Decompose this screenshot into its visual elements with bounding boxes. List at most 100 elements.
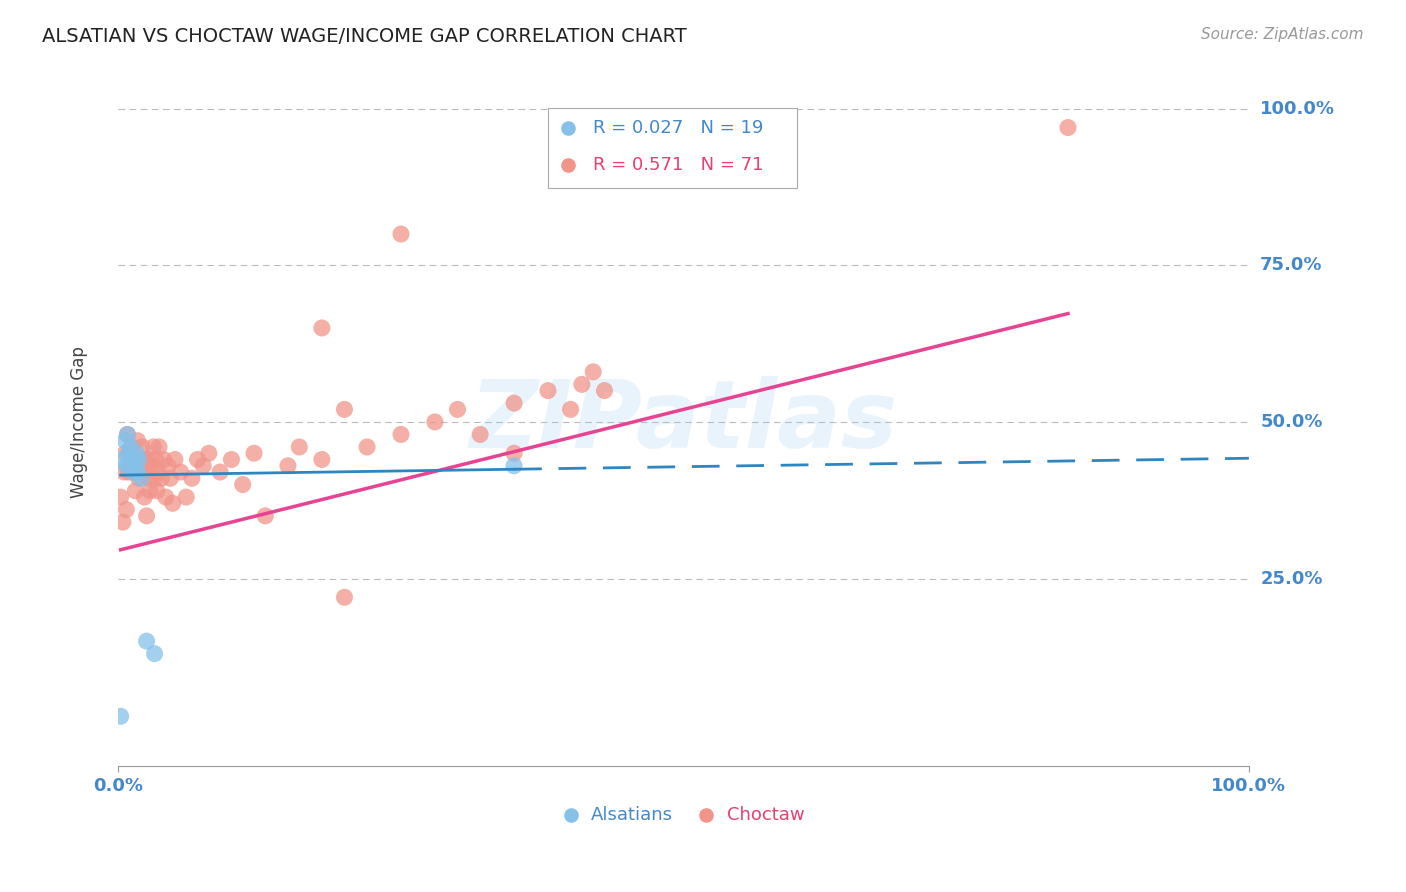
Point — [114, 434, 136, 448]
Point — [114, 446, 136, 460]
Point — [127, 465, 149, 479]
Point — [503, 458, 526, 473]
Point — [129, 471, 152, 485]
Point — [163, 452, 186, 467]
Bar — [548, 109, 797, 187]
Point — [111, 452, 134, 467]
Point — [141, 458, 163, 473]
Text: Source: ZipAtlas.com: Source: ZipAtlas.com — [1201, 27, 1364, 42]
Point — [152, 452, 174, 467]
Point — [115, 458, 138, 473]
Point — [159, 471, 181, 485]
Point — [389, 427, 412, 442]
Point — [695, 772, 717, 786]
Point — [121, 440, 143, 454]
Point — [122, 465, 145, 479]
Text: R = 0.571   N = 71: R = 0.571 N = 71 — [593, 156, 763, 174]
Point — [125, 458, 148, 473]
Point — [174, 490, 197, 504]
Text: ZIPatlas: ZIPatlas — [470, 376, 897, 468]
Point — [143, 471, 166, 485]
Point — [117, 427, 139, 442]
Point — [131, 440, 153, 454]
Point — [112, 465, 135, 479]
Point — [162, 496, 184, 510]
Point — [132, 452, 155, 467]
Point — [288, 440, 311, 454]
Point — [125, 446, 148, 460]
Point — [582, 365, 605, 379]
Point — [560, 402, 582, 417]
Point — [134, 490, 156, 504]
Point — [122, 452, 145, 467]
Point — [333, 591, 356, 605]
Point — [557, 147, 579, 161]
Point — [389, 227, 412, 241]
Point — [186, 452, 208, 467]
Point — [135, 634, 157, 648]
Text: Wage/Income Gap: Wage/Income Gap — [70, 346, 87, 498]
Point — [136, 452, 159, 467]
Text: 25.0%: 25.0% — [1260, 569, 1323, 588]
Point — [243, 446, 266, 460]
Point — [121, 452, 143, 467]
Text: Alsatians: Alsatians — [591, 805, 673, 823]
Point — [120, 440, 142, 454]
Point — [356, 440, 378, 454]
Point — [571, 377, 593, 392]
Text: 100.0%: 100.0% — [1260, 100, 1336, 118]
Point — [180, 471, 202, 485]
Point — [169, 465, 191, 479]
Point — [446, 402, 468, 417]
Point — [503, 396, 526, 410]
Point — [557, 181, 579, 195]
Point — [209, 465, 232, 479]
Point — [122, 452, 145, 467]
Point — [155, 490, 177, 504]
Point — [122, 465, 145, 479]
Point — [117, 465, 139, 479]
Point — [1057, 120, 1080, 135]
Point — [191, 458, 214, 473]
Point — [117, 427, 139, 442]
Point — [254, 508, 277, 523]
Point — [138, 471, 160, 485]
Point — [118, 446, 141, 460]
Point — [128, 452, 150, 467]
Point — [537, 384, 560, 398]
Text: ALSATIAN VS CHOCTAW WAGE/INCOME GAP CORRELATION CHART: ALSATIAN VS CHOCTAW WAGE/INCOME GAP CORR… — [42, 27, 688, 45]
Point — [111, 515, 134, 529]
Point — [110, 709, 132, 723]
Point — [146, 465, 169, 479]
Point — [423, 415, 446, 429]
Point — [142, 440, 165, 454]
Point — [146, 483, 169, 498]
Point — [117, 446, 139, 460]
Point — [128, 471, 150, 485]
Point — [120, 458, 142, 473]
Point — [311, 321, 333, 335]
Point — [143, 647, 166, 661]
Point — [127, 434, 149, 448]
Point — [118, 458, 141, 473]
Point — [333, 402, 356, 417]
Point — [134, 465, 156, 479]
Point — [277, 458, 299, 473]
Point — [468, 427, 491, 442]
Point — [593, 384, 616, 398]
Text: 50.0%: 50.0% — [1260, 413, 1323, 431]
Point — [503, 446, 526, 460]
Point — [221, 452, 243, 467]
Text: Choctaw: Choctaw — [727, 805, 804, 823]
Point — [124, 458, 146, 473]
Point — [115, 502, 138, 516]
Point — [150, 471, 173, 485]
Point — [110, 490, 132, 504]
Point — [198, 446, 221, 460]
Point — [128, 452, 150, 467]
Point — [139, 483, 162, 498]
Point — [311, 452, 333, 467]
Point — [560, 772, 582, 786]
Text: R = 0.027   N = 19: R = 0.027 N = 19 — [593, 119, 763, 136]
Text: 75.0%: 75.0% — [1260, 256, 1323, 275]
